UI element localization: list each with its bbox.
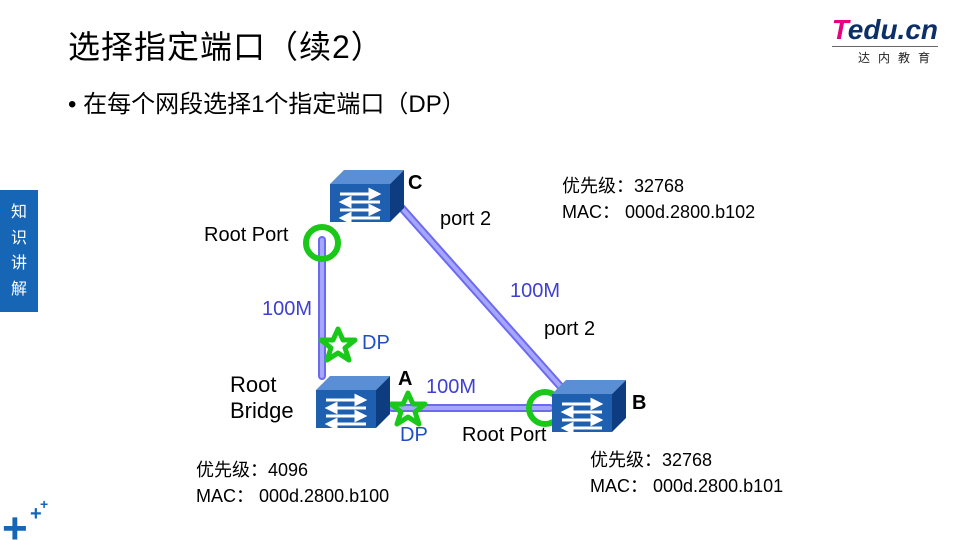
info-b-priority: 优先级：32768 bbox=[590, 446, 783, 472]
dp-label-right: DP bbox=[400, 424, 428, 447]
info-a-priority: 优先级：4096 bbox=[196, 456, 389, 482]
speed-ab: 100M bbox=[426, 376, 476, 399]
info-c-mac: MAC： 000d.2800.b102 bbox=[562, 198, 755, 224]
info-b: 优先级：32768 MAC： 000d.2800.b101 bbox=[590, 446, 783, 498]
root-port-label: Root Port bbox=[204, 224, 288, 247]
info-a-mac: MAC： 000d.2800.b100 bbox=[196, 482, 389, 508]
speed-cb: 100M bbox=[510, 280, 560, 303]
info-c: 优先级：32768 MAC： 000d.2800.b102 bbox=[562, 172, 755, 224]
switch-b bbox=[552, 380, 626, 432]
root-port-label-b: Root Port bbox=[462, 424, 546, 447]
switch-c bbox=[330, 170, 404, 222]
speed-ac: 100M bbox=[262, 298, 312, 321]
diagram-svg bbox=[0, 0, 960, 540]
switch-a bbox=[316, 376, 390, 428]
node-label-a: A bbox=[398, 368, 412, 391]
info-c-priority: 优先级：32768 bbox=[562, 172, 755, 198]
dp-star-icon bbox=[321, 329, 355, 360]
node-label-b: B bbox=[632, 392, 646, 415]
root-bridge-label: RootBridge bbox=[230, 372, 294, 425]
info-b-mac: MAC： 000d.2800.b101 bbox=[590, 472, 783, 498]
info-a: 优先级：4096 MAC： 000d.2800.b100 bbox=[196, 456, 389, 508]
port2-label-b: port 2 bbox=[544, 318, 595, 341]
node-label-c: C bbox=[408, 172, 422, 195]
dp-label-up: DP bbox=[362, 332, 390, 355]
port2-label-c: port 2 bbox=[440, 208, 491, 231]
